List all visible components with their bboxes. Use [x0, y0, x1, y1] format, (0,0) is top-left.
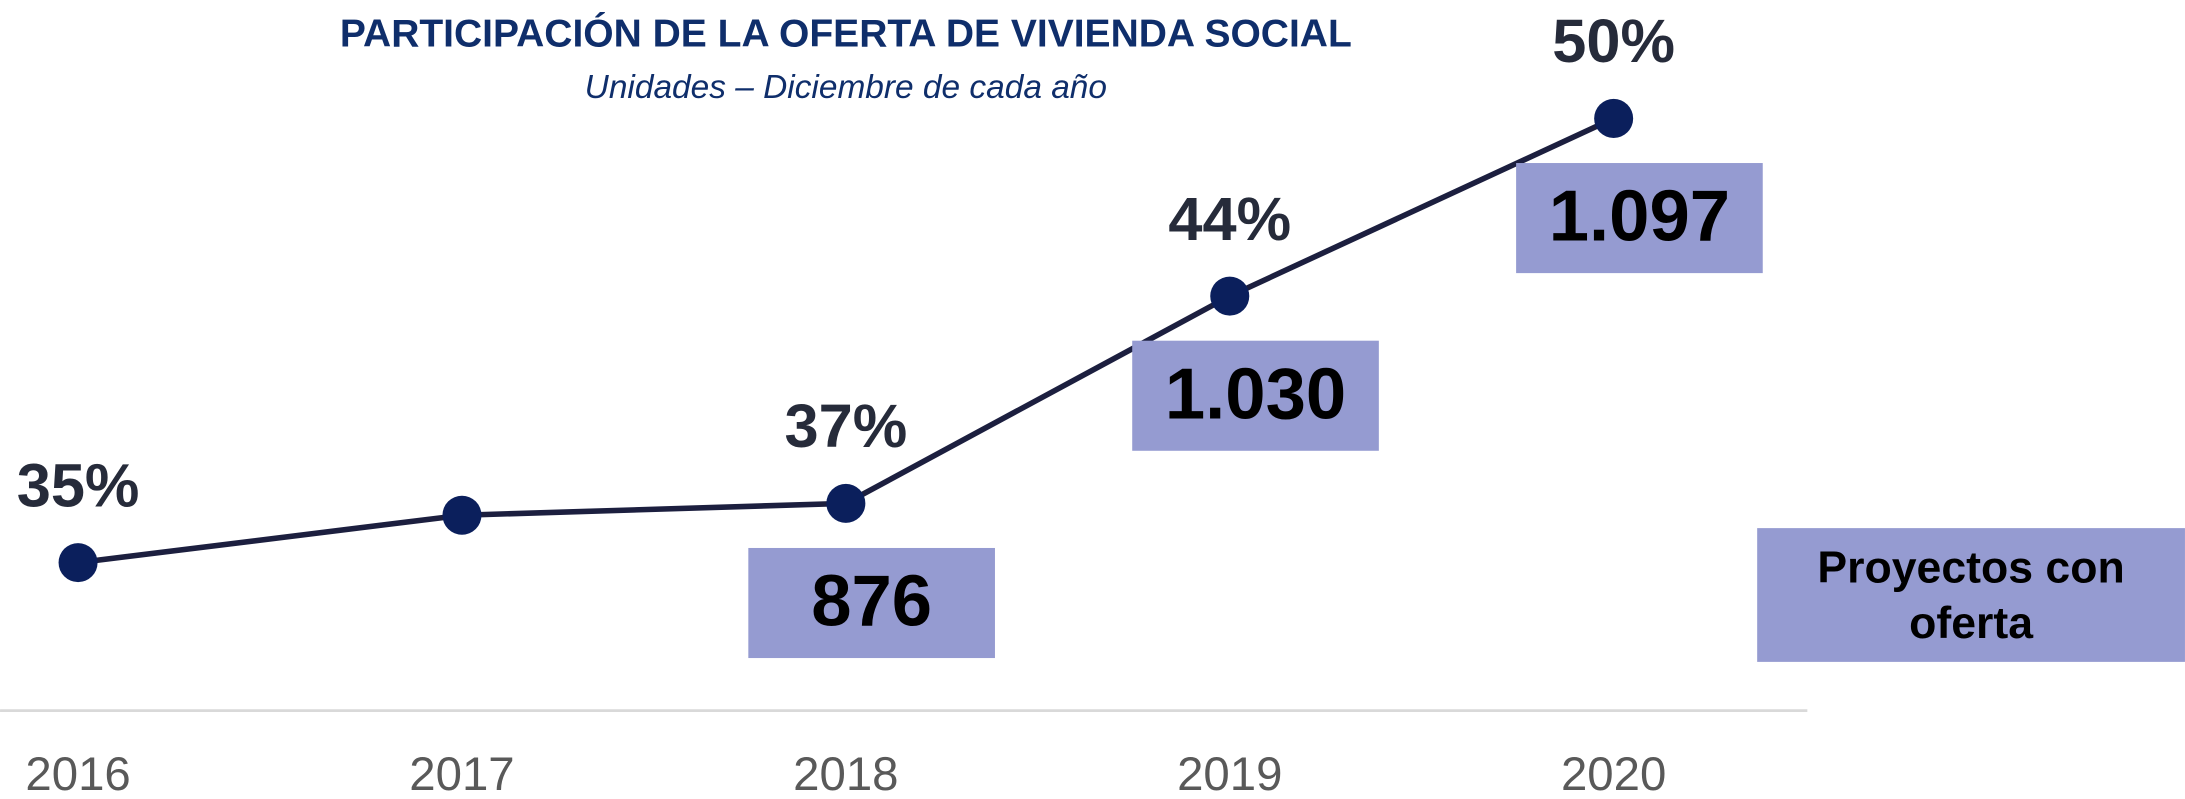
x-tick-label: 2017 — [409, 748, 514, 799]
legend-box — [1757, 528, 2185, 662]
legend-label: Proyectos con oferta — [1817, 542, 2125, 648]
marker — [826, 483, 866, 523]
x-tick-label: 2019 — [1177, 748, 1282, 799]
count-label: 876 — [811, 561, 932, 642]
marker — [58, 543, 98, 583]
count-label: 1.030 — [1165, 353, 1346, 434]
count-box — [748, 547, 995, 659]
chart-subtitle: Unidades – Diciembre de cada año — [585, 69, 1107, 106]
x-tick-label: 2020 — [1561, 748, 1666, 799]
count-box — [1132, 340, 1379, 451]
chart-title: PARTICIPACIÓN DE LA OFERTA DE VIVIENDA S… — [340, 12, 1352, 56]
count-box — [1516, 163, 1763, 274]
marker — [1594, 98, 1634, 138]
data-label: 37% — [785, 391, 908, 460]
marker — [1210, 276, 1250, 316]
data-label: 50% — [1552, 6, 1675, 75]
legend: Proyectos con oferta — [1817, 542, 2125, 648]
x-tick-label: 2016 — [25, 748, 130, 799]
marker — [442, 495, 482, 535]
data-label: 35% — [17, 450, 140, 519]
data-label: 44% — [1168, 184, 1291, 253]
count-label: 1.097 — [1549, 176, 1730, 257]
x-tick-label: 2018 — [793, 748, 898, 799]
